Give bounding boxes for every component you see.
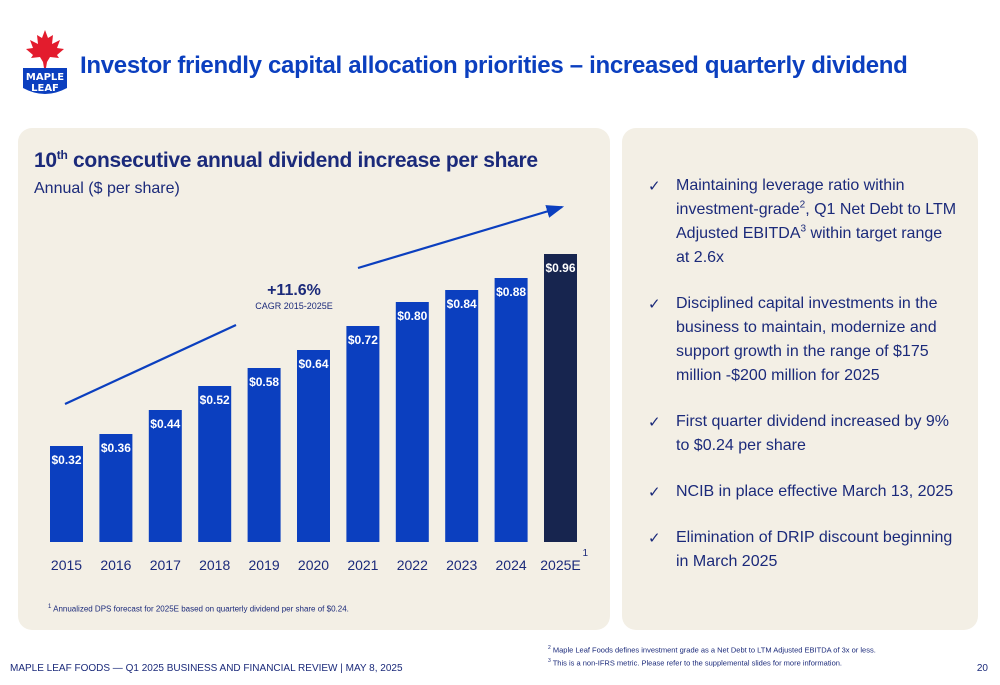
priority-text-part: , Q1 Net Debt to LTM Adjusted EBITDA xyxy=(676,201,957,242)
bar-2023 xyxy=(445,290,479,542)
x-tick-2015: 2015 xyxy=(51,557,82,573)
priority-text: Elimination of DRIP discount beginning i… xyxy=(676,529,953,570)
bar-label-2018: $0.52 xyxy=(200,393,230,407)
logo-word-leaf: LEAF xyxy=(31,83,59,94)
bar-label-2022: $0.80 xyxy=(397,309,427,323)
cagr-value: +11.6% xyxy=(267,282,321,299)
priority-text-part: Maintaining leverage ratio within invest… xyxy=(676,177,905,218)
x-tick-2020: 2020 xyxy=(298,557,329,573)
bar-2016 xyxy=(99,434,133,542)
trend-arrow xyxy=(357,205,565,270)
priority-item: ✓ Disciplined capital investments in the… xyxy=(648,292,958,388)
check-icon: ✓ xyxy=(648,483,661,501)
x-tick-2023: 2023 xyxy=(446,557,477,573)
bar-label-2017: $0.44 xyxy=(150,417,180,431)
footnote-3: 3 This is a non-IFRS metric. Please refe… xyxy=(548,656,876,669)
slide-footer: MAPLE LEAF FOODS — Q1 2025 BUSINESS AND … xyxy=(10,663,403,674)
bar-2015 xyxy=(50,446,83,542)
footnote-2-sup: 2 xyxy=(548,645,551,651)
bar-2021 xyxy=(346,326,380,542)
bar-label-2023: $0.84 xyxy=(447,297,477,311)
chart-footnote-sup: 1 xyxy=(48,604,52,610)
priorities-panel xyxy=(622,128,978,630)
x-tick-2018: 2018 xyxy=(199,557,230,573)
check-icon: ✓ xyxy=(648,413,661,431)
chart-title-sup: th xyxy=(56,148,68,162)
priority-text: First quarter dividend increased by 9% t… xyxy=(676,413,950,454)
bar-2025E xyxy=(544,254,577,542)
bar-label-2015: $0.32 xyxy=(51,453,81,467)
priority-item: ✓ NCIB in place effective March 13, 2025 xyxy=(648,480,958,504)
chart-footnote-text: Annualized DPS forecast for 2025E based … xyxy=(51,604,349,614)
bar-label-2016: $0.36 xyxy=(101,441,131,455)
slide-footnotes: 2 Maple Leaf Foods defines investment gr… xyxy=(548,643,876,668)
bar-2024 xyxy=(494,278,528,542)
bar-2017 xyxy=(148,410,182,542)
cagr-label: CAGR 2015-2025E xyxy=(255,301,333,311)
priority-text: NCIB in place effective March 13, 2025 xyxy=(676,483,954,500)
bar-label-2024: $0.88 xyxy=(496,285,526,299)
x-tick-2017: 2017 xyxy=(150,557,181,573)
chart-footnote: 1 Annualized DPS forecast for 2025E base… xyxy=(48,604,349,614)
bar-label-2019: $0.58 xyxy=(249,375,279,389)
priority-item: ✓ First quarter dividend increased by 9%… xyxy=(648,410,958,458)
bar-2018 xyxy=(198,386,232,542)
check-icon: ✓ xyxy=(648,295,661,313)
priority-text: Disciplined capital investments in the b… xyxy=(676,295,938,384)
bar-label-2021: $0.72 xyxy=(348,333,378,347)
trend-arrow-segment xyxy=(64,324,237,405)
x-tick-2024: 2024 xyxy=(496,557,527,573)
priorities-list: ✓ Maintaining leverage ratio within inve… xyxy=(648,174,958,596)
footnote-2-text: Maple Leaf Foods defines investment grad… xyxy=(550,645,876,655)
bar-2022 xyxy=(395,302,429,542)
footnote-ref: 2 xyxy=(799,199,806,211)
page-title: Investor friendly capital allocation pri… xyxy=(80,52,908,79)
x-tick-2022: 2022 xyxy=(397,557,428,573)
page-number: 20 xyxy=(976,663,988,674)
footnote-3-text: This is a non-IFRS metric. Please refer … xyxy=(550,658,843,667)
maple-leaf-logo: MAPLE LEAF xyxy=(20,28,70,98)
x-tick-2021: 2021 xyxy=(347,557,378,573)
chart-title: 10th consecutive annual dividend increas… xyxy=(34,148,538,173)
bar-label-2025E: $0.96 xyxy=(545,261,575,275)
tick-footnote-ref: 1 xyxy=(583,548,589,559)
footnote-3-sup: 3 xyxy=(548,657,551,664)
footnote-2: 2 Maple Leaf Foods defines investment gr… xyxy=(548,643,876,656)
priority-text-part: within target range at 2.6x xyxy=(676,225,943,266)
logo-word-maple: MAPLE xyxy=(25,72,65,83)
x-tick-2019: 2019 xyxy=(249,557,280,573)
chart-subtitle: Annual ($ per share) xyxy=(34,180,180,197)
bar-2019 xyxy=(247,368,281,542)
priority-item: ✓ Elimination of DRIP discount beginning… xyxy=(648,526,958,574)
bar-2020 xyxy=(297,350,330,542)
chart-title-number: 10 xyxy=(34,149,57,172)
check-icon: ✓ xyxy=(648,177,661,195)
x-tick-2016: 2016 xyxy=(100,557,131,573)
maple-leaf-icon xyxy=(23,30,67,94)
x-tick-2025E: 2025E xyxy=(540,557,580,573)
chart-title-rest: consecutive annual dividend increase per… xyxy=(67,149,538,172)
dividend-bar-chart: +11.6% CAGR 2015-2025E $0.32 2015 $0.36 2016 $… xyxy=(50,205,589,573)
priority-item: ✓ Maintaining leverage ratio within inve… xyxy=(648,174,958,270)
check-icon: ✓ xyxy=(648,529,661,547)
bar-label-2020: $0.64 xyxy=(298,357,328,371)
footnote-ref: 3 xyxy=(800,223,807,235)
